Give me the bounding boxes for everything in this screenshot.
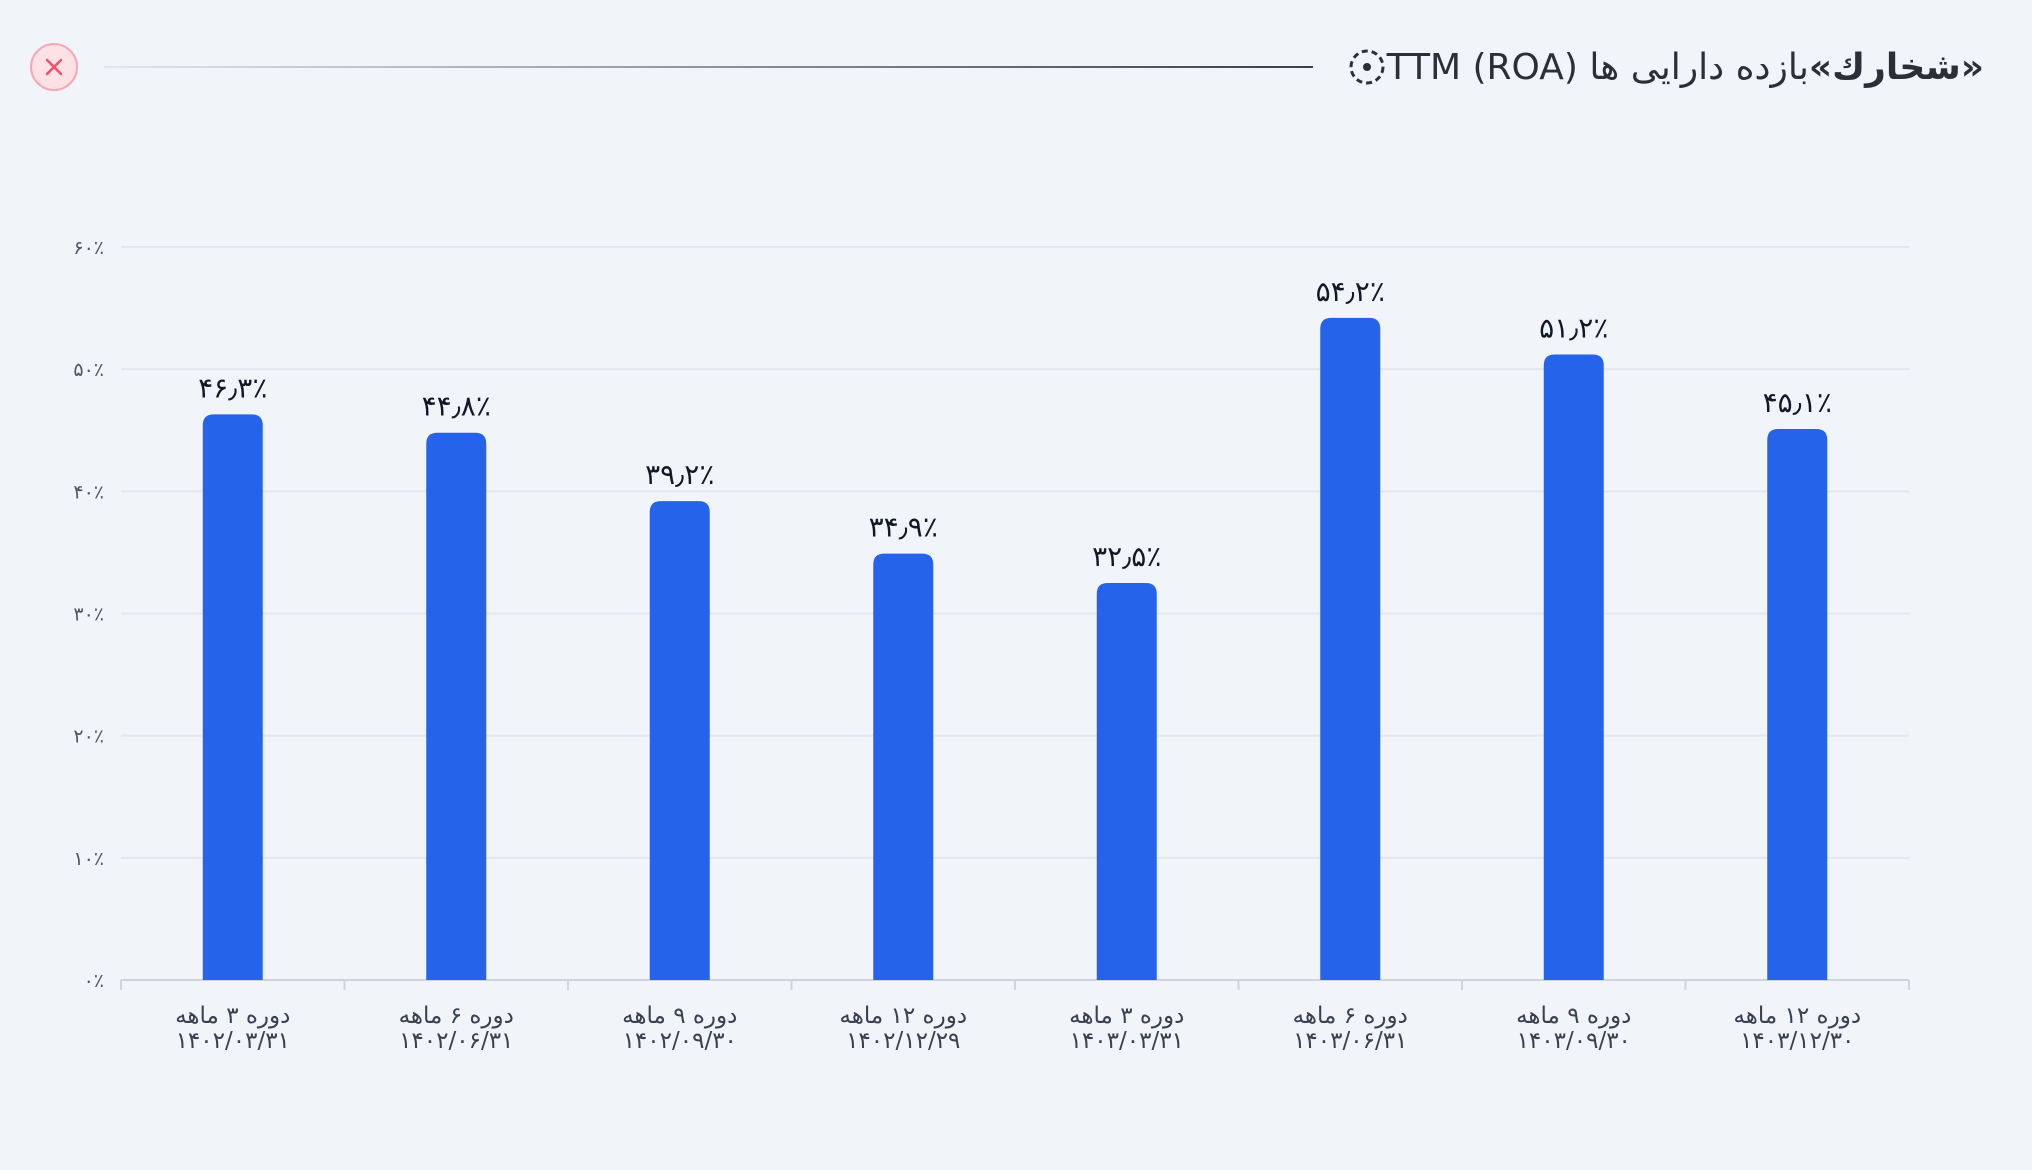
x-tick-label-period: دوره ۶ ماهه (1293, 1003, 1408, 1029)
page-title: بازده دارایی ها TTM (ROA) «شخارك» (1333, 47, 1996, 88)
x-tick-label-date: ۱۴۰۳/۱۲/۳۰ (1740, 1028, 1854, 1054)
x-tick-label-period: دوره ۹ ماهه (1516, 1003, 1631, 1029)
x-tick-label-date: ۱۴۰۳/۰۳/۳۱ (1070, 1028, 1184, 1054)
x-tick-label-date: ۱۴۰۲/۱۲/۲۹ (846, 1028, 960, 1054)
data-label: ۳۲٫۵٪ (1092, 540, 1161, 573)
x-tick-label-date: ۱۴۰۲/۰۶/۳۱ (399, 1028, 513, 1054)
y-tick-label: ۵۰٪ (73, 359, 104, 381)
company-name: «شخارك» (1808, 46, 1984, 88)
y-tick-label: ۲۰٪ (73, 726, 104, 748)
bar[interactable] (649, 501, 710, 980)
y-tick-label: ۳۰٪ (73, 604, 104, 626)
data-label: ۵۴٫۲٪ (1316, 275, 1385, 308)
close-icon (45, 58, 63, 76)
bar[interactable] (1096, 582, 1157, 980)
y-tick-label: ۴۰٪ (73, 481, 104, 503)
header-divider (104, 66, 1313, 68)
bar[interactable] (426, 432, 487, 980)
x-tick-label-period: دوره ۳ ماهه (1069, 1003, 1184, 1029)
y-tick-label: ۱۰٪ (73, 848, 104, 870)
x-tick-label-period: دوره ۱۲ ماهه (839, 1003, 967, 1029)
modal-header: بازده دارایی ها TTM (ROA) «شخارك» (30, 30, 1996, 104)
data-label: ۴۵٫۱٪ (1763, 386, 1832, 419)
x-tick-label-date: ۱۴۰۳/۰۶/۳۱ (1293, 1028, 1407, 1054)
bar[interactable] (1543, 354, 1604, 980)
bar[interactable] (1320, 317, 1381, 980)
data-label: ۵۱٫۲٪ (1539, 312, 1608, 345)
bar[interactable] (202, 414, 263, 980)
x-tick-label-date: ۱۴۰۳/۰۹/۳۰ (1517, 1028, 1631, 1054)
data-label: ۳۴٫۹٪ (869, 511, 938, 544)
bar[interactable] (873, 553, 934, 980)
bar[interactable] (1767, 429, 1828, 980)
x-tick-label-period: دوره ۳ ماهه (175, 1003, 290, 1029)
x-tick-label-date: ۱۴۰۲/۰۹/۳۰ (623, 1028, 737, 1054)
data-label: ۴۶٫۳٪ (198, 371, 267, 404)
data-label: ۴۴٫۸٪ (422, 390, 491, 423)
y-tick-label: ۶۰٪ (73, 237, 104, 259)
x-tick-label-period: دوره ۹ ماهه (622, 1003, 737, 1029)
x-tick-label-period: دوره ۱۲ ماهه (1733, 1003, 1861, 1029)
y-tick-label: ۰٪ (84, 970, 104, 992)
x-tick-label-period: دوره ۶ ماهه (399, 1003, 514, 1029)
x-tick-label-date: ۱۴۰۲/۰۳/۳۱ (176, 1028, 290, 1054)
close-button[interactable] (30, 43, 78, 91)
data-label: ۳۹٫۲٪ (645, 458, 714, 491)
dashed-circle-icon (1347, 47, 1387, 87)
chart-title: بازده دارایی ها TTM (ROA) (1386, 46, 1809, 88)
